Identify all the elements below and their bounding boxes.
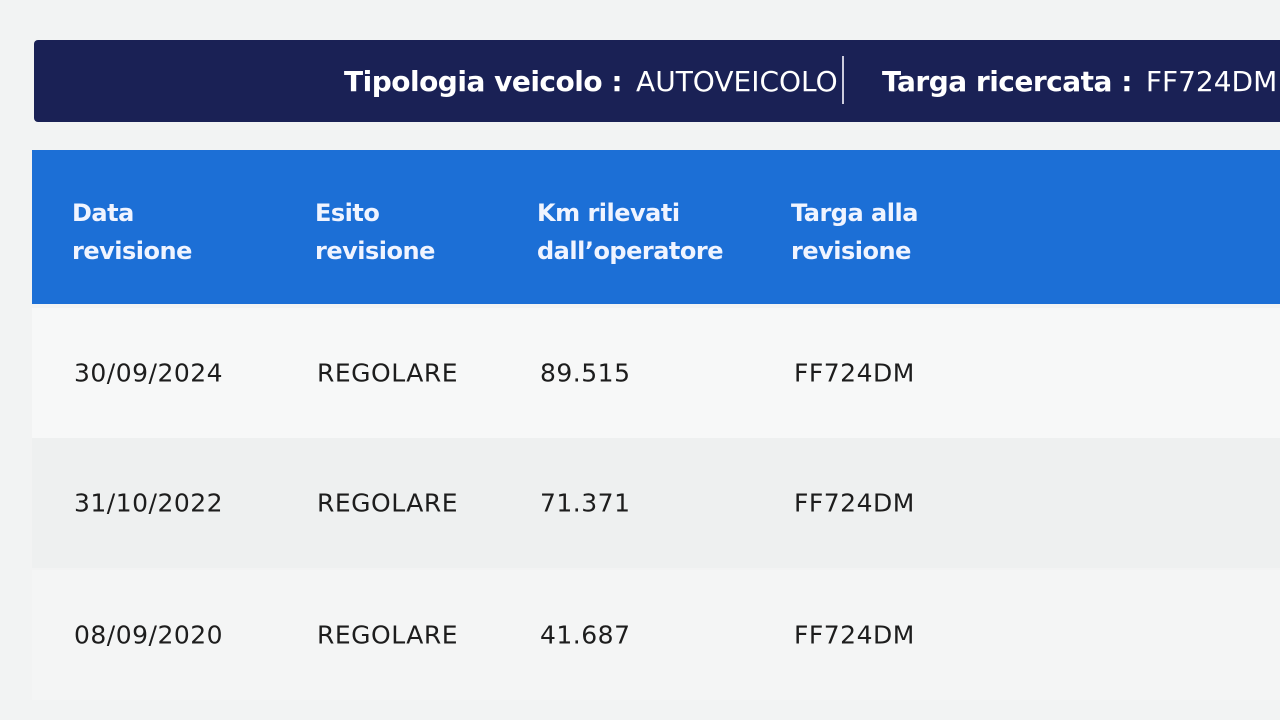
vehicle-type: Tipologia veicolo : AUTOVEICOLO	[344, 40, 838, 122]
column-header-plate: Targa alla revisione	[791, 199, 918, 265]
cell-km: 41.687	[540, 620, 631, 650]
column-header-outcome: Esito revisione	[315, 199, 435, 265]
table-row: 08/09/2020 REGOLARE 41.687 FF724DM	[32, 570, 1280, 700]
searched-plate-label: Targa ricercata :	[882, 64, 1132, 98]
table-row: 31/10/2022 REGOLARE 71.371 FF724DM	[32, 438, 1280, 568]
column-header-km: Km rilevati dall’operatore	[537, 199, 724, 265]
cell-outcome: REGOLARE	[317, 620, 458, 650]
cell-outcome: REGOLARE	[317, 358, 458, 388]
cell-date: 08/09/2020	[74, 620, 224, 650]
cell-plate: FF724DM	[794, 620, 915, 650]
divider	[842, 56, 844, 104]
cell-km: 71.371	[540, 488, 631, 518]
vehicle-type-label: Tipologia veicolo :	[344, 64, 623, 98]
cell-plate: FF724DM	[794, 358, 915, 388]
cell-plate: FF724DM	[794, 488, 915, 518]
searched-plate: Targa ricercata : FF724DM	[882, 40, 1277, 122]
cell-date: 30/09/2024	[74, 358, 224, 388]
searched-plate-value: FF724DM	[1145, 64, 1278, 98]
cell-km: 89.515	[540, 358, 631, 388]
cell-outcome: REGOLARE	[317, 488, 458, 518]
vehicle-type-value: AUTOVEICOLO	[636, 64, 838, 98]
table-header: Data revisione Esito revisione Km rileva…	[32, 150, 1280, 304]
cell-date: 31/10/2022	[74, 488, 224, 518]
table-row: 30/09/2024 REGOLARE 89.515 FF724DM	[32, 308, 1280, 438]
column-header-date: Data revisione	[72, 199, 192, 265]
vehicle-info-bar: Tipologia veicolo : AUTOVEICOLO Targa ri…	[34, 40, 1280, 122]
